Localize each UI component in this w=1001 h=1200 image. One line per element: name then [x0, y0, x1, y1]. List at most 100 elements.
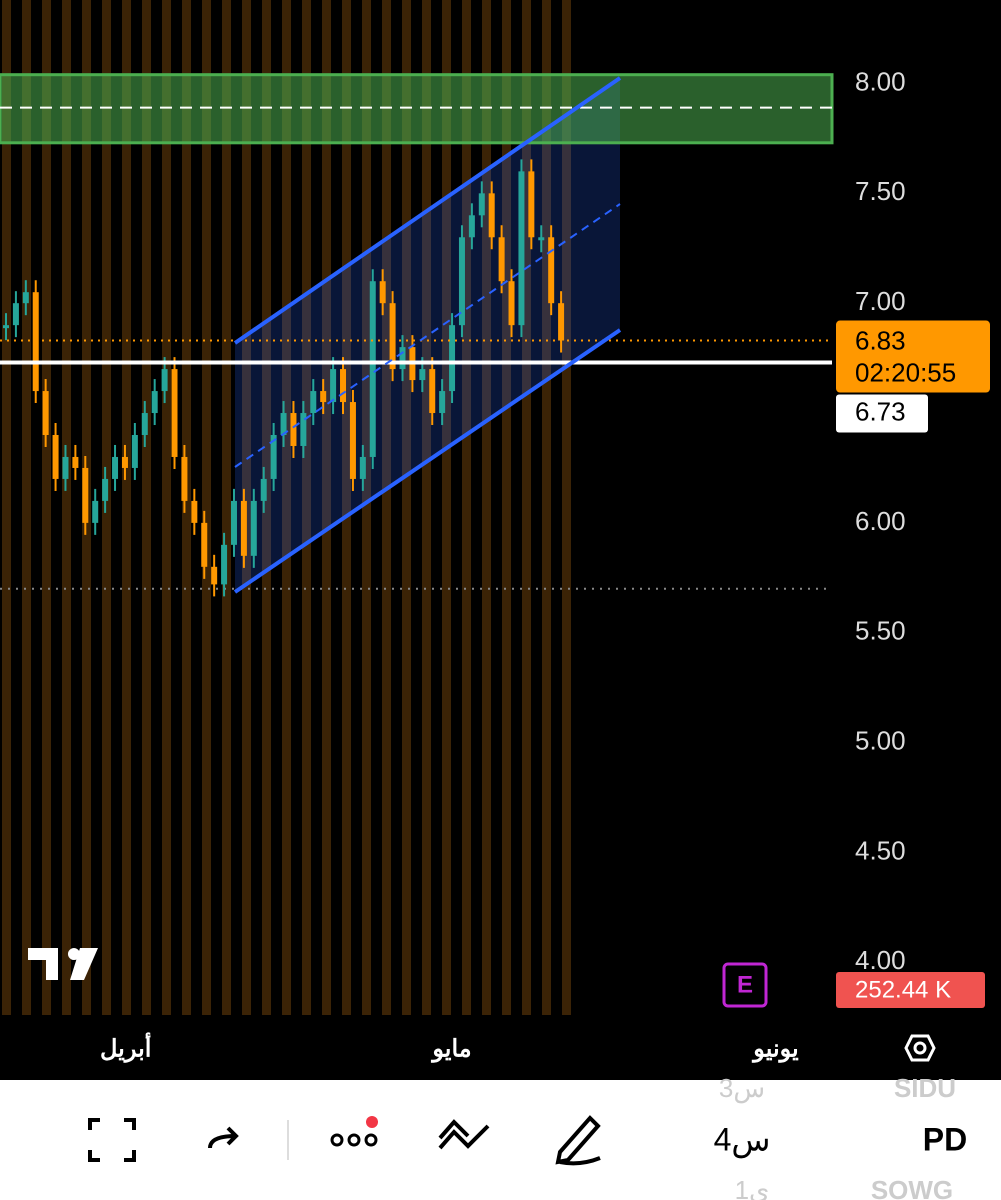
last-price-label: 6.83	[855, 325, 906, 355]
candle-body	[548, 237, 555, 304]
candle-body	[349, 402, 356, 479]
settings-icon[interactable]	[904, 1034, 936, 1062]
y-tick-label: 8.00	[855, 66, 906, 96]
candle-body	[82, 467, 89, 523]
candle-body	[121, 456, 128, 468]
session-stripe	[442, 0, 451, 1015]
y-tick-label: 7.00	[855, 286, 906, 316]
tv-logo	[28, 948, 98, 980]
session-stripe	[62, 0, 71, 1015]
candle-body	[439, 391, 446, 414]
channel-mid	[234, 203, 621, 468]
session-stripe	[522, 0, 531, 1015]
x-label: يونيو	[751, 1035, 799, 1063]
candle-body	[112, 456, 119, 479]
candle-body	[290, 413, 297, 446]
plot	[0, 73, 834, 597]
candle-body	[141, 413, 148, 435]
candle-body	[379, 281, 386, 304]
session-stripe	[282, 0, 291, 1015]
earnings-icon: E	[722, 962, 768, 1008]
y-tick-label: 6.00	[855, 506, 906, 536]
candle-body	[171, 369, 178, 457]
symbol-prev: SIDU	[894, 1073, 956, 1103]
fullscreen-icon[interactable]	[88, 1118, 136, 1162]
candle-body	[102, 478, 109, 501]
candle-body	[250, 500, 257, 556]
candle-body	[429, 369, 436, 414]
candle-body	[221, 544, 228, 585]
session-stripe	[422, 0, 431, 1015]
x-label: مايو	[430, 1035, 471, 1063]
session-stripe	[462, 0, 471, 1015]
session-stripe	[142, 0, 151, 1015]
candle-body	[270, 435, 277, 479]
candle-body	[151, 391, 158, 414]
session-stripe	[342, 0, 351, 1015]
candle-body	[310, 391, 317, 414]
interval-prev: 3س	[719, 1073, 765, 1104]
channel-upper	[233, 76, 622, 345]
candle-body	[518, 171, 525, 326]
candle-body	[399, 347, 406, 370]
symbol-next: SOWG	[871, 1175, 953, 1200]
session-stripe	[102, 0, 111, 1015]
y-tick-label: 5.00	[855, 725, 906, 755]
session-stripe	[182, 0, 191, 1015]
session-stripe	[162, 0, 171, 1015]
session-stripe	[402, 0, 411, 1015]
candle-body	[488, 193, 495, 238]
candle-body	[52, 435, 59, 479]
session-stripe	[42, 0, 51, 1015]
interval[interactable]: 4س	[714, 1121, 771, 1158]
candle-body	[181, 456, 188, 501]
candle-body	[191, 500, 198, 523]
session-stripe	[222, 0, 231, 1015]
candle-body	[42, 391, 49, 435]
share-icon[interactable]	[208, 1126, 239, 1149]
volume-label: 252.44 K	[855, 976, 951, 1003]
line-price-box	[836, 394, 928, 433]
symbol[interactable]: PD	[923, 1121, 967, 1157]
candle-body	[201, 522, 208, 567]
candle-body	[528, 171, 535, 238]
candle-body	[498, 237, 505, 282]
session-stripe	[502, 0, 511, 1015]
draw-icon[interactable]	[555, 1115, 601, 1166]
session-stripe	[302, 0, 311, 1015]
candle-body	[131, 435, 138, 468]
candle-body	[478, 193, 485, 216]
candle-body	[62, 456, 69, 479]
more-icon[interactable]	[330, 1133, 378, 1147]
candle-body	[419, 369, 426, 381]
toolbar	[0, 1080, 1001, 1200]
candle-body	[508, 281, 515, 326]
session-stripe	[262, 0, 271, 1015]
target-zone	[0, 73, 834, 145]
candle-body	[230, 500, 237, 545]
session-stripe	[482, 0, 491, 1015]
candle-body	[320, 391, 327, 403]
session-stripe	[542, 0, 551, 1015]
candle-body	[330, 369, 337, 403]
candle-body	[468, 215, 475, 238]
candle-body	[359, 456, 366, 479]
x-label: أبريل	[100, 1030, 151, 1063]
session-stripe	[202, 0, 211, 1015]
candle-body	[240, 500, 247, 556]
candle-body	[369, 281, 376, 457]
candle-body	[72, 456, 79, 468]
candle-body	[558, 303, 565, 341]
session-stripe	[562, 0, 571, 1015]
candle-body	[389, 303, 396, 370]
indicators-icon[interactable]	[438, 1119, 490, 1150]
last-price-box	[836, 320, 990, 393]
session-stripe	[2, 0, 11, 1015]
candle-body	[12, 303, 19, 326]
candle-body	[260, 478, 267, 501]
svg-text:E: E	[737, 971, 753, 998]
y-tick-label: 5.50	[855, 616, 906, 646]
candle-body	[3, 325, 9, 329]
